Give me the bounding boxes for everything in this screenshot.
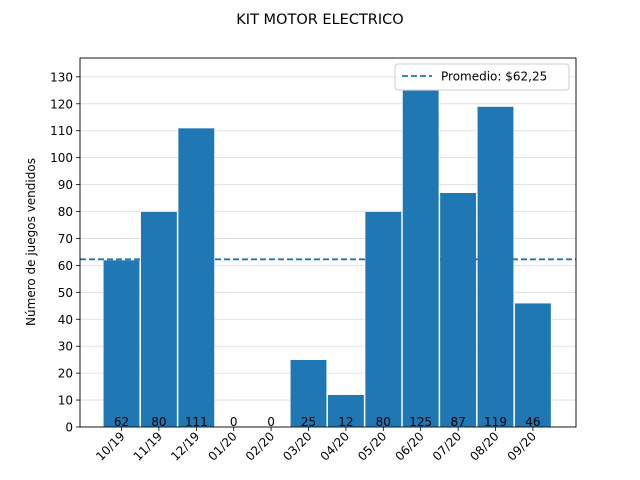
legend-entry-mean: Promedio: $62,25 — [441, 70, 547, 84]
bar — [289, 359, 328, 428]
legend: Promedio: $62,25 — [394, 63, 570, 91]
bar-value-label: 12 — [338, 415, 353, 429]
bar — [514, 302, 552, 428]
bar — [177, 127, 215, 428]
x-tick-label: 04/20 — [318, 429, 352, 463]
y-tick-label: 20 — [58, 367, 73, 381]
y-tick-label: 80 — [58, 205, 73, 219]
plot-frame — [79, 57, 577, 428]
y-tick-label: 110 — [50, 124, 73, 138]
bar-value-label: 111 — [185, 415, 208, 429]
y-tick-label: 0 — [65, 421, 73, 435]
x-axis-ticks: 10/19 11/19 12/19 01/20 02/20 03/20 04/20 05/20… — [93, 427, 539, 464]
bar-value-label: 80 — [376, 415, 391, 429]
bar-value-label: 80 — [151, 415, 166, 429]
bars — [102, 90, 552, 428]
bar-value-label: 119 — [484, 415, 507, 429]
y-tick-label: 10 — [58, 394, 73, 408]
y-tick-label: 40 — [58, 313, 73, 327]
bar — [364, 211, 402, 428]
bar-value-label: 62 — [114, 415, 129, 429]
y-tick-label: 50 — [58, 286, 73, 300]
y-tick-label: 100 — [50, 151, 73, 165]
bar-value-label: 125 — [409, 415, 432, 429]
x-tick-label: 01/20 — [205, 429, 239, 463]
value-labels: 62 80 111 0 0 25 12 80 125 87 119 46 — [114, 415, 541, 429]
x-tick-label: 11/19 — [131, 429, 165, 463]
y-tick-label: 90 — [58, 178, 73, 192]
y-tick-label: 60 — [58, 259, 73, 273]
y-tick-label: 30 — [58, 340, 73, 354]
y-tick-label: 70 — [58, 232, 73, 246]
y-axis-label: Número de juegos vendidos — [24, 158, 38, 326]
x-tick-label: 08/20 — [467, 429, 501, 463]
x-tick-label: 10/19 — [93, 429, 127, 463]
x-tick-label: 09/20 — [505, 429, 539, 463]
x-tick-label: 07/20 — [430, 429, 464, 463]
bar — [439, 192, 477, 428]
x-tick-label: 03/20 — [280, 429, 314, 463]
x-tick-label: 12/19 — [168, 429, 202, 463]
y-tick-label: 130 — [50, 70, 73, 84]
bar-value-label: 0 — [230, 415, 238, 429]
bar-value-label: 25 — [301, 415, 316, 429]
x-tick-label: 02/20 — [243, 429, 277, 463]
bar-value-label: 0 — [267, 415, 275, 429]
bar-value-label: 46 — [525, 415, 540, 429]
bar — [140, 211, 178, 428]
x-tick-label: 06/20 — [392, 429, 426, 463]
y-axis-ticks: 0 10 20 30 40 50 60 70 80 90 100 110 120 130 — [50, 70, 80, 435]
bar — [102, 259, 141, 428]
chart-title: KIT MOTOR ELECTRICO — [236, 12, 403, 28]
bar-value-label: 87 — [450, 415, 465, 429]
x-tick-label: 05/20 — [355, 429, 389, 463]
bar — [327, 394, 365, 428]
axes — [79, 57, 577, 428]
bar — [476, 106, 515, 428]
y-tick-label: 120 — [50, 97, 73, 111]
legend-box — [394, 63, 570, 91]
